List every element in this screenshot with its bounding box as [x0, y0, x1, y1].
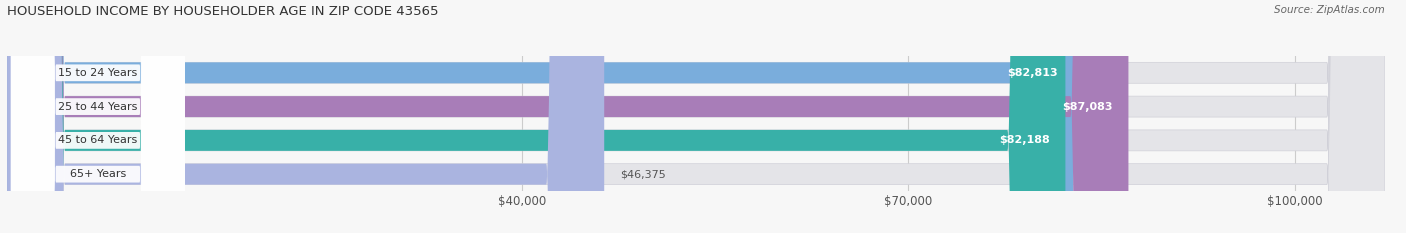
Text: 15 to 24 Years: 15 to 24 Years [58, 68, 138, 78]
FancyBboxPatch shape [11, 0, 184, 233]
FancyBboxPatch shape [7, 0, 1385, 233]
FancyBboxPatch shape [7, 0, 1066, 233]
Text: HOUSEHOLD INCOME BY HOUSEHOLDER AGE IN ZIP CODE 43565: HOUSEHOLD INCOME BY HOUSEHOLDER AGE IN Z… [7, 5, 439, 18]
Text: 25 to 44 Years: 25 to 44 Years [58, 102, 138, 112]
FancyBboxPatch shape [7, 0, 1385, 233]
FancyBboxPatch shape [7, 0, 1073, 233]
Text: $87,083: $87,083 [1063, 102, 1114, 112]
FancyBboxPatch shape [7, 0, 605, 233]
Text: $82,813: $82,813 [1007, 68, 1057, 78]
FancyBboxPatch shape [7, 0, 1129, 233]
Text: $82,188: $82,188 [1000, 135, 1050, 145]
FancyBboxPatch shape [7, 0, 1385, 233]
Text: 45 to 64 Years: 45 to 64 Years [58, 135, 138, 145]
FancyBboxPatch shape [11, 0, 184, 233]
Text: Source: ZipAtlas.com: Source: ZipAtlas.com [1274, 5, 1385, 15]
FancyBboxPatch shape [7, 0, 1385, 233]
Text: 65+ Years: 65+ Years [70, 169, 127, 179]
Text: $46,375: $46,375 [620, 169, 665, 179]
FancyBboxPatch shape [11, 0, 184, 233]
FancyBboxPatch shape [11, 0, 184, 233]
